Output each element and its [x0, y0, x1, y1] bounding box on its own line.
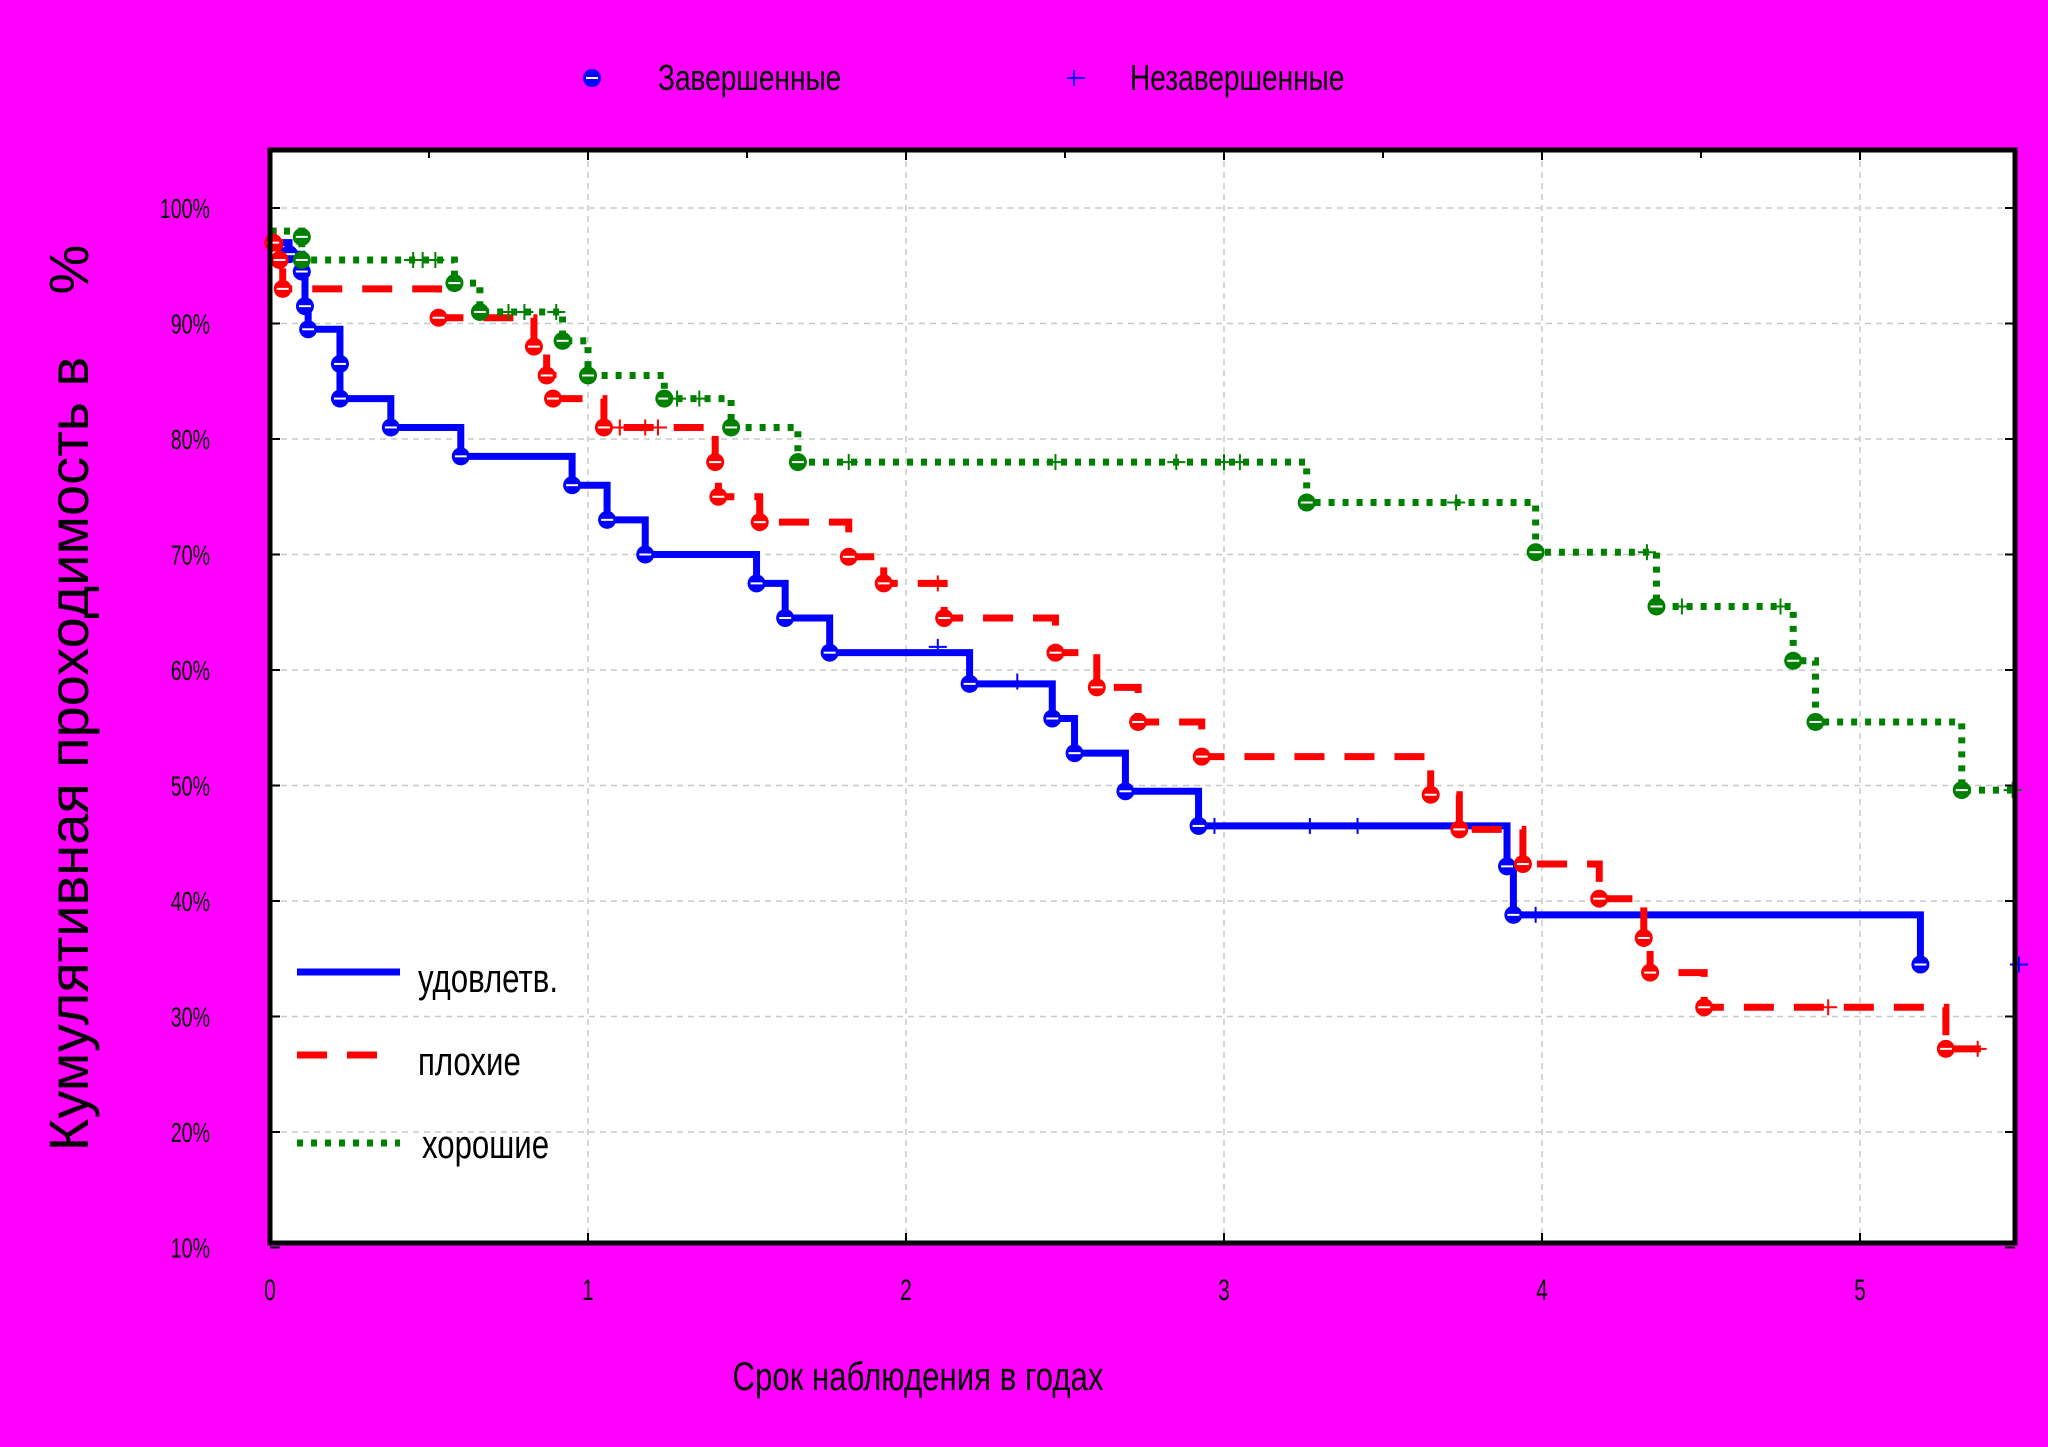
x-axis-label: Срок наблюдения в годах [733, 1354, 1104, 1399]
y-tick-label: 80% [171, 425, 210, 456]
plot-frame [267, 147, 2018, 1246]
series-legend: удовлетв. плохие хорошие [297, 956, 558, 1167]
y-tick-label: 100% [160, 194, 210, 225]
y-tick-label: 50% [171, 771, 210, 802]
y-axis-label: Кумулятивная проходимость в % [37, 245, 100, 1152]
y-tick-label: 20% [171, 1118, 210, 1149]
y-tick-label: 90% [171, 309, 210, 340]
x-tick-label: 1 [582, 1275, 594, 1307]
y-tick-label: 30% [171, 1002, 210, 1033]
y-tick-label: 40% [171, 887, 210, 918]
legend-label-poor: плохие [418, 1039, 521, 1084]
x-tick-label: 5 [1854, 1275, 1866, 1307]
y-tick-label: 10% [171, 1233, 210, 1264]
x-tick-label: 4 [1536, 1275, 1548, 1307]
x-tick-label: 3 [1218, 1275, 1230, 1307]
grid-lines [270, 150, 2015, 1243]
legend-label-good: хорошие [422, 1122, 549, 1167]
y-tick-label: 70% [171, 540, 210, 571]
plot-area [267, 147, 2018, 1246]
tick-labels: 0 1 2 3 4 5 10% 20% 30% 40% 50% 60% 70% 80% 90% 100% [160, 194, 1866, 1307]
marker-legend: Завершенные Незавершенные [583, 58, 1344, 98]
marker-legend-censored: Незавершенные [1130, 58, 1344, 98]
legend-label-satisfactory: удовлетв. [418, 956, 558, 1001]
y-tick-label: 60% [171, 656, 210, 687]
marker-legend-completed: Завершенные [658, 58, 841, 98]
x-tick-label: 0 [264, 1275, 276, 1307]
x-tick-label: 2 [900, 1275, 912, 1307]
